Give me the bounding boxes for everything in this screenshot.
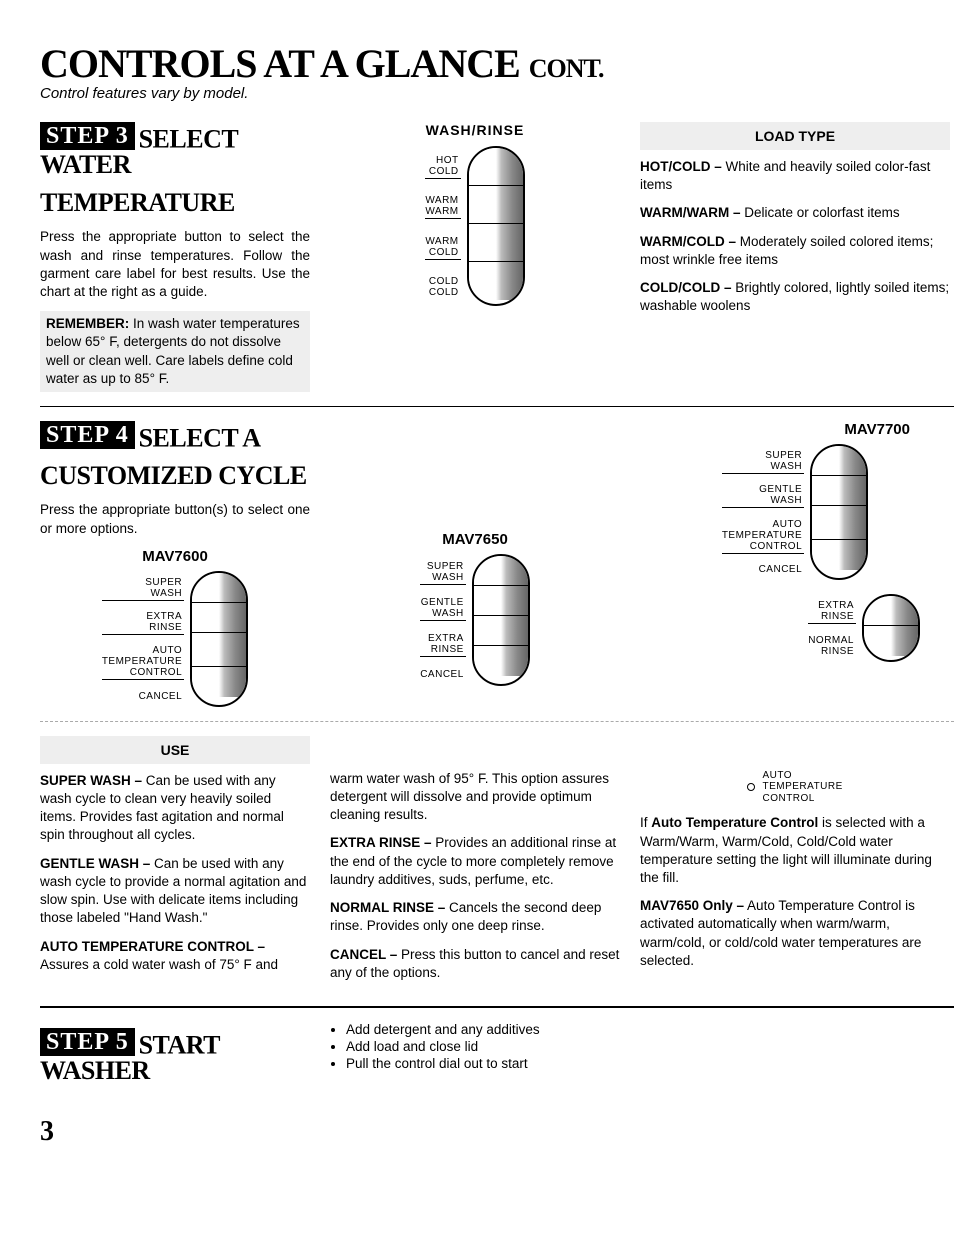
step5-section: STEP 5 START WASHER Add detergent and an… [40,1022,954,1096]
atc-paragraph: If Auto Temperature Control is selected … [640,814,950,887]
cycle-button[interactable] [474,646,528,676]
cycle-button[interactable] [864,626,918,656]
wash-rinse-header: WASH/RINSE [330,122,620,138]
loadtype-item: WARM/WARM – Delicate or colorfast items [640,204,950,222]
use-item: GENTLE WASH – Can be used with any wash … [40,855,310,928]
indicator-dot-icon [747,783,755,791]
step4-section: STEP 4 SELECT A CUSTOMIZED CYCLE Press t… [40,421,954,707]
use-section: USE SUPER WASH – Can be used with any wa… [40,736,954,992]
step3-body: Press the appropriate button to select t… [40,228,310,301]
cycle-button[interactable] [812,540,866,570]
step3-remember-box: REMEMBER: In wash water temperatures bel… [40,311,310,392]
title-cont: CONT. [529,54,604,83]
step3-title-line2: TEMPERATURE [40,188,310,218]
cycle-button[interactable] [192,667,246,697]
use-item: AUTO TEMPERATURE CONTROL – Assures a col… [40,938,310,974]
cycle-button[interactable] [474,616,528,646]
wash-rinse-diagram: HOTCOLD WARMWARM WARMCOLD COLDCOLD [330,146,620,306]
model-7650-header: MAV7650 [330,531,620,548]
cycle-button[interactable] [864,596,918,626]
cycle-button[interactable] [474,556,528,586]
divider-thick [40,1006,954,1008]
use-header: USE [40,736,310,764]
atc-indicator: AUTO TEMPERATURE CONTROL [640,770,950,805]
divider-dashed [40,721,954,722]
mav7650-diagram: SUPER WASH GENTLE WASH EXTRA RINSE CANCE… [330,554,620,686]
step5-bullets: Add detergent and any additives Add load… [330,1022,620,1071]
divider [40,406,954,407]
cycle-button[interactable] [812,476,866,506]
page-subtitle: Control features vary by model. [40,85,954,102]
step4-title-line1: SELECT A [139,423,261,452]
atc-paragraph: MAV7650 Only – Auto Temperature Control … [640,897,950,970]
cycle-button[interactable] [812,446,866,476]
temp-button[interactable] [469,262,523,300]
temp-button[interactable] [469,224,523,262]
use-item: NORMAL RINSE – Cancels the second deep r… [330,899,620,935]
step3-section: STEP 3 SELECT WATER TEMPERATURE Press th… [40,122,954,392]
use-item: CANCEL – Press this button to cancel and… [330,946,620,982]
temp-button[interactable] [469,186,523,224]
step4-body: Press the appropriate button(s) to selec… [40,501,310,537]
loadtype-item: COLD/COLD – Brightly colored, lightly so… [640,279,950,315]
step4-badge: STEP 4 [40,421,135,449]
cycle-button[interactable] [192,603,246,633]
page-title: CONTROLS AT A GLANCE CONT. [40,40,954,87]
cycle-button[interactable] [812,506,866,540]
mav7600-diagram: SUPER WASH EXTRA RINSE AUTO TEMPERATURE … [40,571,310,707]
cycle-button[interactable] [192,573,246,603]
wash-rinse-buttons [467,146,525,306]
temp-button[interactable] [469,148,523,186]
step5-bullet: Add detergent and any additives [346,1022,620,1037]
loadtype-item: WARM/COLD – Moderately soiled colored it… [640,233,950,269]
cycle-button[interactable] [192,633,246,667]
title-main-text: CONTROLS AT A GLANCE [40,41,520,86]
step5-bullet: Pull the control dial out to start [346,1056,620,1071]
model-7600-header: MAV7600 [40,548,310,565]
loadtype-header: LOAD TYPE [640,122,950,150]
page-number: 3 [40,1116,954,1148]
use-item: SUPER WASH – Can be used with any wash c… [40,772,310,845]
use-item: EXTRA RINSE – Provides an additional rin… [330,834,620,889]
step4-title-line2: CUSTOMIZED CYCLE [40,461,310,491]
remember-label: REMEMBER: [46,316,129,331]
loadtype-item: HOT/COLD – White and heavily soiled colo… [640,158,950,194]
step3-badge: STEP 3 [40,122,135,150]
step5-bullet: Add load and close lid [346,1039,620,1054]
step5-badge: STEP 5 [40,1028,135,1056]
model-7700-header: MAV7700 [640,421,950,438]
mav7700-diagram: SUPER WASH GENTLE WASH AUTO TEMPERATURE … [640,444,950,580]
use-continuation: warm water wash of 95° F. This option as… [330,770,620,825]
cycle-button[interactable] [474,586,528,616]
